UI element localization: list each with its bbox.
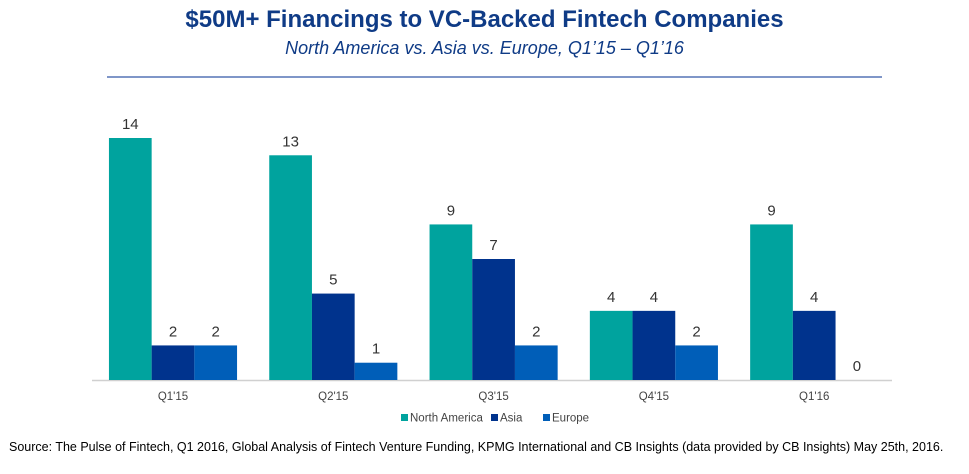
bar-north-america: [589, 310, 633, 380]
x-tick-label: Q2'15: [318, 391, 348, 403]
bar-europe: [514, 345, 558, 380]
bar-asia: [472, 259, 515, 380]
data-label: 1: [372, 341, 380, 358]
bar-europe: [354, 362, 398, 380]
bar-europe: [675, 345, 718, 380]
bar-europe: [194, 345, 238, 380]
chart-title: $50M+ Financings to VC-Backed Fintech Co…: [185, 6, 784, 33]
data-label: 4: [650, 289, 658, 306]
legend-label: Europe: [552, 413, 589, 425]
title-divider: [107, 76, 882, 78]
bar-north-america: [108, 138, 152, 380]
legend-label: Asia: [500, 413, 523, 425]
data-label: 2: [169, 323, 177, 340]
data-label: 13: [282, 133, 299, 150]
data-label: 9: [447, 202, 455, 219]
x-tick-label: Q4'15: [639, 391, 669, 403]
data-label: 2: [532, 323, 540, 340]
data-label: 5: [329, 272, 337, 289]
bar-north-america: [429, 224, 473, 380]
bar-asia: [151, 345, 195, 380]
source-note: Source: The Pulse of Fintech, Q1 2016, G…: [9, 440, 944, 454]
data-label: 4: [810, 289, 818, 306]
x-tick-label: Q1'15: [158, 391, 188, 403]
data-label: 4: [607, 289, 615, 306]
data-label: 2: [692, 323, 700, 340]
bar-north-america: [750, 224, 793, 380]
bar-asia: [632, 310, 676, 380]
data-label: 9: [767, 202, 775, 219]
data-label: 7: [489, 237, 497, 254]
data-label: 0: [853, 358, 861, 375]
chart-subtitle: North America vs. Asia vs. Europe, Q1’15…: [285, 38, 684, 58]
data-label: 14: [122, 116, 139, 133]
legend-swatch: [401, 414, 408, 421]
bar-north-america: [269, 155, 312, 380]
legend-swatch: [491, 414, 498, 421]
data-label: 2: [212, 323, 220, 340]
x-tick-label: Q1'16: [799, 391, 829, 403]
legend-label: North America: [410, 413, 483, 425]
legend-swatch: [543, 414, 550, 421]
bar-asia: [311, 293, 355, 380]
x-tick-label: Q3'15: [478, 391, 508, 403]
bar-asia: [792, 310, 836, 380]
